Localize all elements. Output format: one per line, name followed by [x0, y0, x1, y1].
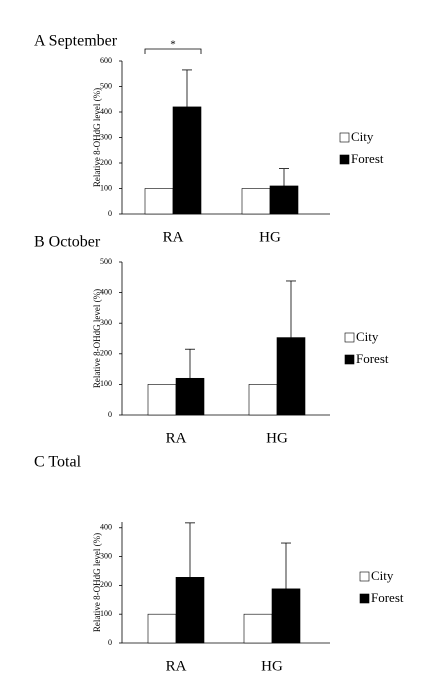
bar	[276, 337, 306, 416]
legend-label: City	[371, 568, 394, 583]
y-tick-label: 300	[100, 551, 112, 560]
y-tick-label: 400	[100, 287, 112, 296]
bar	[175, 377, 205, 416]
chart-title: B October	[34, 234, 101, 251]
error-bar	[182, 69, 192, 107]
error-bar	[281, 542, 291, 589]
y-tick-label: 0	[108, 209, 112, 218]
y-tick-label: 100	[100, 183, 112, 192]
significance-label: *	[170, 39, 176, 51]
significance-bracket	[144, 48, 202, 54]
bar	[241, 188, 271, 215]
error-bar	[185, 522, 195, 578]
error-bar	[185, 348, 195, 379]
chart-title: A September	[34, 33, 118, 50]
y-axis-label: Relative 8-OHdG level (%)	[92, 289, 102, 388]
legend-swatch	[359, 571, 370, 582]
y-tick-label: 500	[100, 81, 112, 90]
legend-label: Forest	[371, 590, 404, 605]
legend-label: Forest	[351, 151, 384, 166]
x-tick-label: HG	[266, 430, 288, 446]
bar	[175, 577, 205, 644]
legend-swatch	[339, 132, 350, 143]
bar	[269, 185, 299, 215]
x-tick-label: HG	[259, 229, 281, 245]
x-tick-label: RA	[166, 658, 187, 674]
y-tick-label: 200	[100, 158, 112, 167]
bar	[243, 613, 273, 644]
bar	[172, 106, 202, 215]
y-axis-label: Relative 8-OHdG level (%)	[92, 88, 102, 187]
y-tick-label: 300	[100, 132, 112, 141]
x-tick-label: RA	[163, 229, 184, 245]
bar	[271, 588, 301, 644]
y-tick-label: 300	[100, 318, 112, 327]
x-tick-label: RA	[166, 430, 187, 446]
legend-swatch	[344, 332, 355, 343]
error-bar	[286, 280, 296, 338]
legend-swatch	[344, 354, 355, 365]
legend-swatch	[359, 593, 370, 604]
x-tick-label: HG	[261, 658, 283, 674]
bar	[147, 613, 177, 644]
bar	[248, 384, 278, 416]
legend-label: Forest	[356, 351, 389, 366]
bar	[147, 384, 177, 416]
y-axis-label: Relative 8-OHdG level (%)	[92, 533, 102, 632]
legend-swatch	[339, 154, 350, 165]
y-tick-label: 600	[100, 56, 112, 65]
y-tick-label: 0	[108, 638, 112, 647]
bar	[144, 188, 174, 215]
y-tick-label: 200	[100, 580, 112, 589]
legend-label: City	[351, 129, 374, 144]
y-tick-label: 500	[100, 257, 112, 266]
legend-label: City	[356, 329, 379, 344]
y-tick-label: 200	[100, 349, 112, 358]
y-tick-label: 400	[100, 523, 112, 532]
error-bar	[279, 168, 289, 186]
chart-title: C Total	[34, 454, 82, 471]
y-tick-label: 400	[100, 107, 112, 116]
y-tick-label: 100	[100, 379, 112, 388]
y-tick-label: 0	[108, 410, 112, 419]
y-tick-label: 100	[100, 609, 112, 618]
